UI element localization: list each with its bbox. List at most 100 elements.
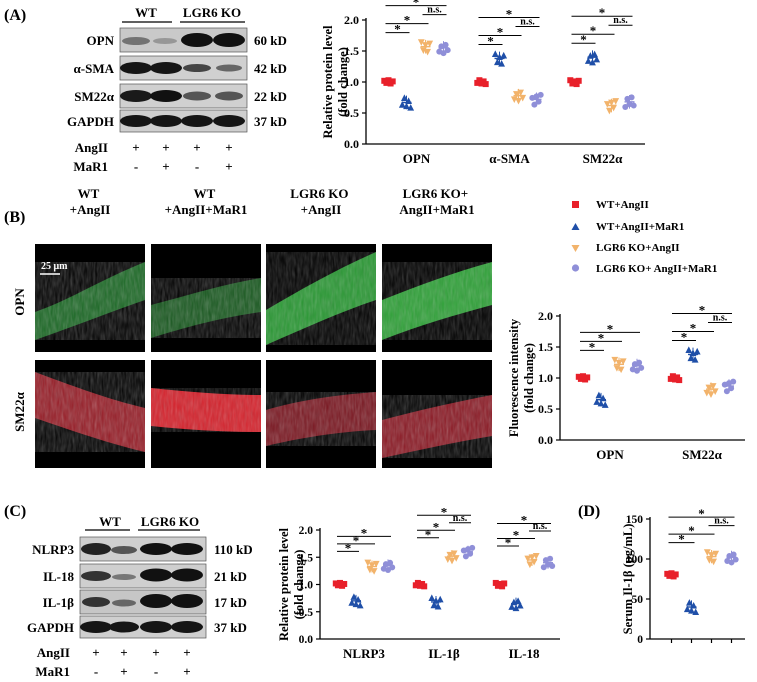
micrograph-sm22-ko-angii-mar1	[382, 360, 492, 468]
triangle-marker	[683, 605, 691, 613]
y-tick-label: 1.0	[538, 371, 553, 385]
axes: 0.0 0.5 1.0 1.5 2.0 OPN SM22α Fluorescence inte…	[507, 309, 745, 462]
triangle-marker	[595, 391, 603, 399]
down-triangle-marker	[450, 550, 458, 558]
circle-marker	[723, 388, 730, 395]
down-triangle-marker	[515, 97, 522, 105]
blot-a-kd-asma: 42 kD	[254, 61, 287, 76]
y-tick-label: 0.0	[538, 433, 553, 447]
triangle-marker	[434, 602, 442, 610]
down-triangle-marker	[370, 568, 378, 575]
down-triangle-marker	[519, 94, 527, 102]
square-marker	[341, 580, 348, 587]
significance-bracket: *	[668, 523, 715, 538]
significance-ns: n.s.	[613, 15, 628, 26]
significance-bracket: *	[580, 339, 604, 354]
micrograph-opn-ko-angii	[266, 244, 376, 352]
sign: -	[94, 664, 98, 679]
triangle-marker	[514, 597, 522, 604]
down-triangle-marker	[617, 366, 625, 374]
triangle-marker	[348, 599, 356, 606]
circle-marker	[634, 367, 640, 374]
triangle-marker	[407, 104, 415, 111]
y-tick-label: 0.0	[344, 137, 359, 151]
legend-label-2: WT+AngII+MaR1	[596, 221, 684, 233]
significance-bracket: *	[417, 519, 455, 534]
square-marker	[482, 81, 489, 88]
down-triangle-marker	[712, 550, 720, 558]
legend-label-3: LGR6 KO+AngII	[596, 242, 680, 254]
down-triangle-marker	[517, 89, 524, 97]
sign: +	[132, 140, 139, 155]
circle-marker	[728, 559, 735, 566]
triangle-marker	[584, 57, 592, 64]
significance-bracket: n.s.	[608, 15, 633, 26]
circle-marker	[732, 556, 739, 563]
significance-bracket: *	[580, 330, 622, 345]
significance-bracket: *	[417, 527, 439, 542]
down-triangle-marker	[524, 555, 532, 563]
significance-ns: n.s.	[427, 5, 442, 16]
sign: +	[225, 159, 232, 174]
significance-star: *	[433, 519, 440, 534]
blot-a-band-asma: α-SMA	[74, 61, 115, 76]
panel-c-western-blot: WT LGR6 KO NLRP3 IL-18 IL-1β GAPDH 110 k…	[27, 514, 253, 679]
significance-bracket: *	[672, 302, 732, 317]
series-2	[593, 346, 701, 408]
significance-bracket: *	[571, 32, 596, 47]
down-triangle-marker	[608, 99, 615, 107]
blot-c-kd-gapdh: 37 kD	[214, 620, 247, 635]
sign: +	[183, 645, 190, 660]
blot-a-row-angii: AngII	[75, 140, 108, 155]
down-triangle-marker	[530, 558, 538, 566]
legend-marker-triangle	[571, 223, 580, 230]
triangle-marker	[599, 394, 607, 402]
y-tick-label: 2.0	[299, 525, 314, 537]
panel-d-label: (D)	[578, 503, 600, 520]
significance-star: *	[590, 23, 597, 38]
triangle-marker	[403, 102, 410, 110]
square-marker	[580, 373, 586, 380]
circle-marker	[531, 101, 538, 108]
significance-star: *	[599, 5, 606, 20]
blot-a-kd-opn: 60 kD	[254, 33, 287, 48]
significance-star: *	[413, 0, 420, 10]
sign: -	[134, 159, 138, 174]
circle-marker	[444, 47, 451, 54]
sign: +	[193, 140, 200, 155]
triangle-marker	[516, 601, 524, 609]
significance-star: *	[353, 533, 360, 548]
significance-star: *	[580, 32, 587, 47]
y-tick-label: 1.5	[299, 552, 314, 564]
square-marker	[668, 570, 675, 577]
significance-star: *	[681, 329, 688, 344]
legend-marker-down-triangle	[571, 245, 580, 252]
down-triangle-marker	[424, 48, 431, 56]
series-1	[575, 373, 683, 384]
sign: +	[162, 140, 169, 155]
down-triangle-marker	[707, 391, 715, 398]
triangle-marker	[430, 601, 438, 609]
series-1	[664, 570, 679, 580]
x-tick-label: IL-18	[508, 646, 540, 661]
circle-marker	[467, 550, 474, 557]
y-tick-label: 0.5	[538, 402, 553, 416]
down-triangle-marker	[513, 91, 520, 98]
triangle-marker	[352, 600, 360, 608]
micro-row-opn: OPN	[12, 288, 27, 316]
down-triangle-marker	[446, 551, 454, 559]
chart-a-protein-levels: 0.0 0.5 1.0 1.5 2.0 OPN α-SMA SM22α Relative pro…	[321, 0, 645, 166]
blot-c-band-il18: IL-18	[43, 569, 75, 584]
down-triangle-marker	[417, 39, 425, 46]
triangle-marker	[685, 346, 693, 353]
micrograph-opn-wt-angii-mar1	[151, 244, 261, 352]
micrograph-sm22-ko-angii	[266, 360, 376, 468]
circle-marker	[730, 551, 737, 558]
sign: +	[225, 140, 232, 155]
series-2	[398, 50, 601, 111]
triangle-marker	[691, 356, 699, 363]
down-triangle-marker	[364, 559, 372, 567]
significance-star: *	[404, 13, 411, 28]
micro-col-4: LGR6 KO+ AngII+MaR1	[399, 186, 474, 217]
significance-star: *	[497, 24, 504, 39]
